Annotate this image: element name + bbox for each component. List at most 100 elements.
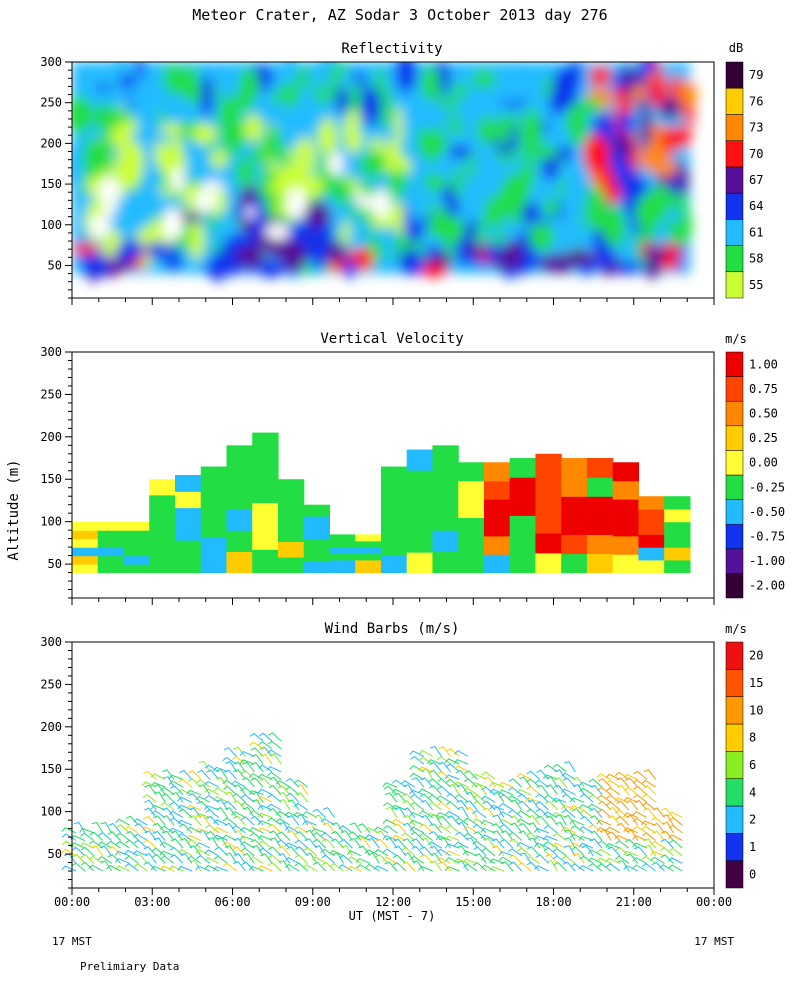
wind-barb (385, 806, 398, 818)
wind-barb (625, 853, 639, 864)
reflectivity-cell (164, 144, 181, 166)
reflectivity-cell (407, 176, 429, 223)
wind-barb (186, 855, 202, 864)
reflectivity-cell (438, 68, 450, 87)
reflectivity-colorbar: 55 58 61 64 67 70 73 76 79 (725, 61, 763, 299)
wind-barb (462, 858, 478, 864)
wind-barb (160, 855, 175, 864)
velocity-cell (638, 547, 665, 561)
wind-barb (171, 792, 184, 803)
wind-barb (168, 780, 184, 788)
wind-barb (668, 847, 683, 857)
y-tick-label: 200 (40, 136, 62, 150)
wind-barb (204, 857, 219, 864)
wind-barb (607, 846, 621, 857)
wind-barb (454, 841, 469, 849)
reflectivity-gap (265, 223, 290, 240)
velocity-cell (329, 540, 356, 548)
wind-barb (233, 860, 246, 872)
wind-barb (312, 808, 327, 818)
footer-right-mst: 17 MST (694, 935, 734, 948)
wind-barb (472, 840, 487, 849)
velocity-cell (72, 521, 99, 531)
wind-barb (79, 827, 94, 834)
x-tick-labels: 00:00 03:00 06:00 09:00 12:00 15:00 18:00 21:00… (54, 895, 732, 909)
velocity-cell (226, 530, 253, 552)
colorbar-label: -0.50 (749, 505, 785, 519)
colorbar-label: 0.00 (749, 456, 778, 470)
y-tick-label: 250 (40, 677, 62, 691)
wind-barb (195, 865, 210, 872)
velocity-cell (432, 445, 459, 468)
reflectivity-cell (72, 151, 85, 193)
wind-barb (474, 853, 487, 864)
reflectivity-gap (201, 181, 224, 192)
wind-barb (233, 746, 246, 757)
wind-barb (643, 769, 657, 780)
wind-barb (160, 786, 175, 796)
velocity-cell (174, 523, 202, 541)
wind-barb (615, 846, 630, 857)
wind-barb (436, 848, 451, 857)
velocity-cell (509, 553, 537, 574)
wind-barb (206, 769, 220, 780)
wind-barb (562, 777, 576, 788)
velocity-cell (586, 458, 614, 478)
reflectivity-colorbar-unit: dB (729, 41, 743, 55)
wind-barb (499, 838, 514, 849)
wind-barb (535, 808, 549, 818)
wind-barb (80, 854, 95, 864)
wind-barb (632, 835, 647, 841)
x-axis-label: UT (MST - 7) (349, 909, 436, 923)
velocity-cell (123, 530, 150, 540)
wind-barb (100, 860, 113, 872)
velocity-cell (252, 502, 279, 527)
wind-barb (616, 777, 630, 788)
wind-barb (169, 817, 184, 826)
wind-barb (605, 779, 621, 788)
wind-barb (473, 831, 487, 841)
velocity-cell (252, 549, 279, 574)
velocity-cell (200, 519, 228, 538)
velocity-cell (509, 515, 537, 535)
reflectivity-cell (438, 215, 465, 244)
vertical-velocity-colorbar-unit: m/s (725, 332, 747, 346)
wind-barb (526, 770, 541, 780)
wind-barb (152, 815, 166, 826)
wind-barb (642, 793, 656, 803)
velocity-cell (380, 537, 408, 556)
wind-barb (373, 826, 389, 834)
wind-barb (553, 861, 567, 872)
wind-barb (410, 755, 425, 765)
wind-barb (651, 830, 665, 841)
wind-barb (456, 799, 469, 811)
wind-barb (99, 845, 113, 857)
wind-barb (455, 769, 469, 780)
wind-barb (391, 779, 407, 788)
wind-barb (295, 846, 309, 857)
wind-barb (294, 862, 309, 872)
wind-barb (91, 821, 104, 834)
velocity-cell (586, 553, 614, 574)
velocity-cell (174, 475, 202, 492)
wind-barb (321, 861, 335, 872)
reflectivity-cell (210, 188, 227, 216)
reflectivity-near-surface-cell (296, 220, 315, 249)
reflectivity-cell (581, 97, 604, 113)
wind-barb (287, 799, 300, 811)
reflectivity-cell (278, 96, 287, 142)
wind-barb (660, 838, 674, 849)
wind-barb (302, 810, 318, 819)
vertical-velocity-colorbar: -2.00 -1.00 -0.75 -0.50 -0.25 0.00 0.25 0.50 0.7… (725, 351, 785, 599)
wind-barb (552, 763, 567, 773)
velocity-cell (355, 540, 382, 548)
wind-barb (240, 801, 255, 811)
wind-barb (596, 857, 612, 864)
wind-barb (498, 818, 514, 826)
wind-barb (587, 857, 603, 864)
colorbar-label: 79 (749, 68, 763, 82)
wind-barb (355, 834, 371, 841)
wind-barb (382, 848, 398, 857)
velocity-cell (303, 516, 331, 528)
reflectivity-cell (317, 122, 332, 151)
